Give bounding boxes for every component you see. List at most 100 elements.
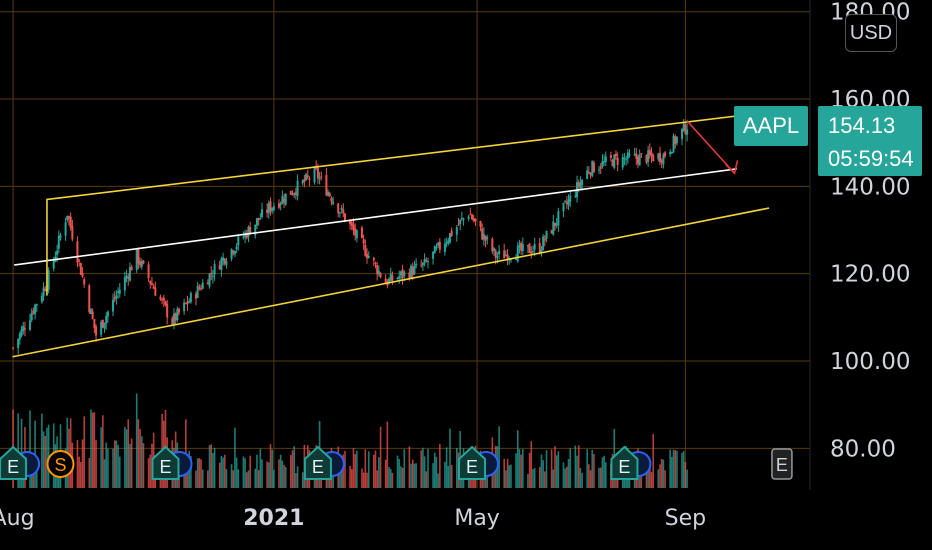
- candle-body: [176, 308, 179, 321]
- volume-bar: [391, 472, 394, 488]
- volume-bar: [486, 466, 489, 488]
- candle-body: [482, 233, 485, 240]
- volume-bar: [41, 413, 43, 488]
- channel-mid-line[interactable]: [13, 168, 738, 266]
- volume-bar: [142, 443, 145, 488]
- forecast-arrow-head[interactable]: [724, 160, 739, 175]
- candle-body: [91, 311, 94, 319]
- candle-body: [531, 250, 534, 252]
- candle-body: [682, 123, 685, 131]
- split-badge[interactable]: [46, 450, 75, 478]
- candle-body: [552, 221, 555, 235]
- candle-body: [550, 230, 553, 234]
- candle-body: [42, 287, 45, 297]
- candle-body: [616, 157, 619, 165]
- candle-body: [589, 172, 592, 175]
- earnings-badge-label: E: [312, 457, 324, 477]
- earnings-badge[interactable]: [610, 445, 639, 480]
- volume-bar: [130, 438, 133, 488]
- volume-bar: [413, 463, 416, 488]
- volume-bar: [290, 455, 292, 488]
- candle-body: [420, 265, 423, 267]
- candle-body: [118, 289, 121, 294]
- candle-body: [557, 211, 560, 226]
- candle-body: [493, 248, 496, 251]
- channel-upper-line[interactable]: [46, 111, 770, 201]
- candle-body: [648, 149, 651, 155]
- volume-bar: [432, 463, 434, 488]
- candle-body: [325, 174, 328, 196]
- candle-body: [281, 196, 284, 204]
- candle-body: [669, 151, 672, 155]
- earnings-badge[interactable]: [458, 445, 487, 480]
- candle-body: [128, 267, 131, 281]
- candle-body: [626, 152, 629, 159]
- volume-bar: [415, 463, 417, 488]
- volume-bar: [356, 450, 358, 488]
- candle-body: [81, 272, 84, 277]
- candle-body: [255, 218, 258, 226]
- candle-body: [305, 174, 308, 180]
- volume-bar: [273, 469, 275, 488]
- volume-bar: [254, 468, 257, 488]
- volume-bar: [411, 459, 414, 488]
- volume-bar: [296, 466, 299, 488]
- candle-body: [154, 287, 157, 296]
- candle-body: [613, 154, 616, 169]
- volume-bar: [564, 468, 566, 488]
- candle-body: [261, 209, 264, 217]
- earnings-badge[interactable]: [0, 445, 28, 480]
- volume-bar: [433, 452, 436, 488]
- volume-bar: [266, 461, 268, 488]
- volume-bar: [682, 451, 685, 488]
- candle-body: [660, 160, 663, 163]
- volume-bar: [207, 470, 209, 488]
- earnings-badge[interactable]: [151, 445, 180, 480]
- last-price-value: 154.13: [828, 113, 896, 138]
- candle-body: [577, 181, 580, 187]
- volume-bar: [638, 469, 641, 488]
- volume-bar: [586, 449, 588, 488]
- volume-bar: [256, 454, 258, 488]
- candle-body: [164, 301, 167, 306]
- candlestick-series[interactable]: [12, 119, 689, 355]
- volume-bar: [100, 427, 102, 488]
- volume-bar: [372, 454, 375, 488]
- channel-lower-line[interactable]: [12, 207, 770, 358]
- candle-body: [455, 227, 458, 235]
- volume-bar: [389, 469, 392, 488]
- candle-body: [411, 267, 414, 276]
- candle-body: [201, 282, 204, 289]
- candle-body: [316, 167, 319, 179]
- candle-body: [621, 156, 624, 168]
- candle-body: [662, 154, 665, 165]
- earnings-upcoming-badge[interactable]: [771, 448, 793, 480]
- candle-body: [360, 227, 363, 239]
- earnings-badge[interactable]: [303, 445, 332, 480]
- candle-body: [471, 214, 474, 220]
- candle-body: [601, 161, 604, 167]
- candle-body: [640, 153, 643, 155]
- earnings-upcoming-label: E: [776, 455, 788, 475]
- candle-body: [29, 320, 32, 330]
- candle-body: [105, 316, 108, 324]
- trend-drawings[interactable]: [12, 111, 770, 358]
- candle-body: [504, 254, 507, 257]
- volume-bar: [530, 441, 533, 488]
- candle-body: [272, 206, 275, 211]
- candle-body: [554, 222, 557, 226]
- candle-body: [78, 260, 81, 262]
- volume-bar: [384, 459, 387, 488]
- candle-body: [377, 270, 380, 275]
- time-axis[interactable]: Aug 2021 May Sep: [0, 506, 706, 531]
- currency-button[interactable]: USD: [845, 14, 897, 52]
- candle-body: [457, 224, 460, 226]
- candle-body: [259, 218, 262, 220]
- volume-bar: [332, 470, 334, 488]
- candle-body: [609, 155, 612, 158]
- volume-bar: [510, 464, 512, 488]
- volume-bar: [344, 450, 346, 488]
